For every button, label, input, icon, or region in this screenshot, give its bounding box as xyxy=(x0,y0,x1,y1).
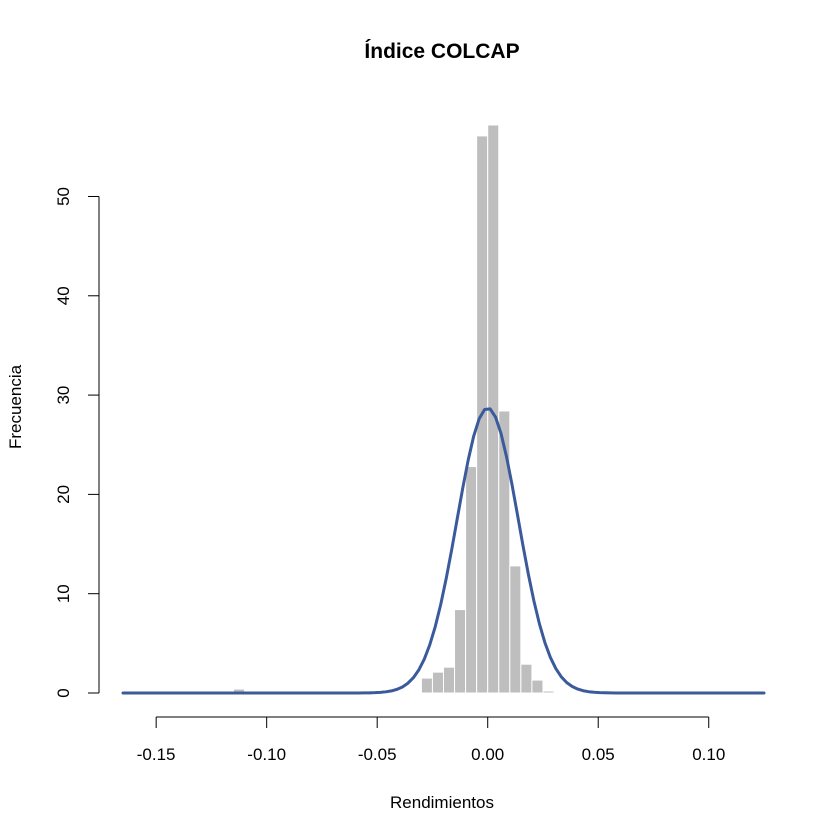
chart-title: Índice COLCAP xyxy=(364,40,519,63)
y-axis: 0 10 20 30 40 50 xyxy=(54,187,100,698)
y-tick-label: 10 xyxy=(54,584,73,603)
histogram-bar xyxy=(509,565,522,694)
y-tick-label: 20 xyxy=(54,485,73,504)
histogram-bar xyxy=(520,663,533,694)
x-tick-label: 0.00 xyxy=(471,745,504,764)
histogram-bar xyxy=(420,677,433,694)
y-tick-label: 0 xyxy=(54,688,73,697)
y-tick-label: 30 xyxy=(54,386,73,405)
density-curve xyxy=(121,407,766,695)
histogram-bar xyxy=(443,666,456,694)
x-axis: -0.15 -0.10 -0.05 0.00 0.05 0.10 xyxy=(137,716,725,764)
y-tick-label: 40 xyxy=(54,286,73,305)
x-tick-label: 0.05 xyxy=(582,745,615,764)
x-axis-label: Rendimientos xyxy=(390,793,494,812)
y-axis-label: Frecuencia xyxy=(6,364,25,449)
histogram-bar xyxy=(431,671,445,694)
y-tick-label: 50 xyxy=(54,187,73,206)
x-tick-label: 0.10 xyxy=(692,745,725,764)
histogram-bars xyxy=(122,124,732,694)
histogram-bar xyxy=(465,466,478,694)
x-tick-label: -0.05 xyxy=(358,745,397,764)
x-tick-label: -0.15 xyxy=(137,745,176,764)
histogram-bar xyxy=(454,609,467,694)
histogram-bar xyxy=(531,679,544,694)
x-tick-label: -0.10 xyxy=(247,745,286,764)
histogram-bar xyxy=(498,410,511,694)
density-curve-layer xyxy=(121,407,766,695)
histogram-bar xyxy=(542,690,555,694)
